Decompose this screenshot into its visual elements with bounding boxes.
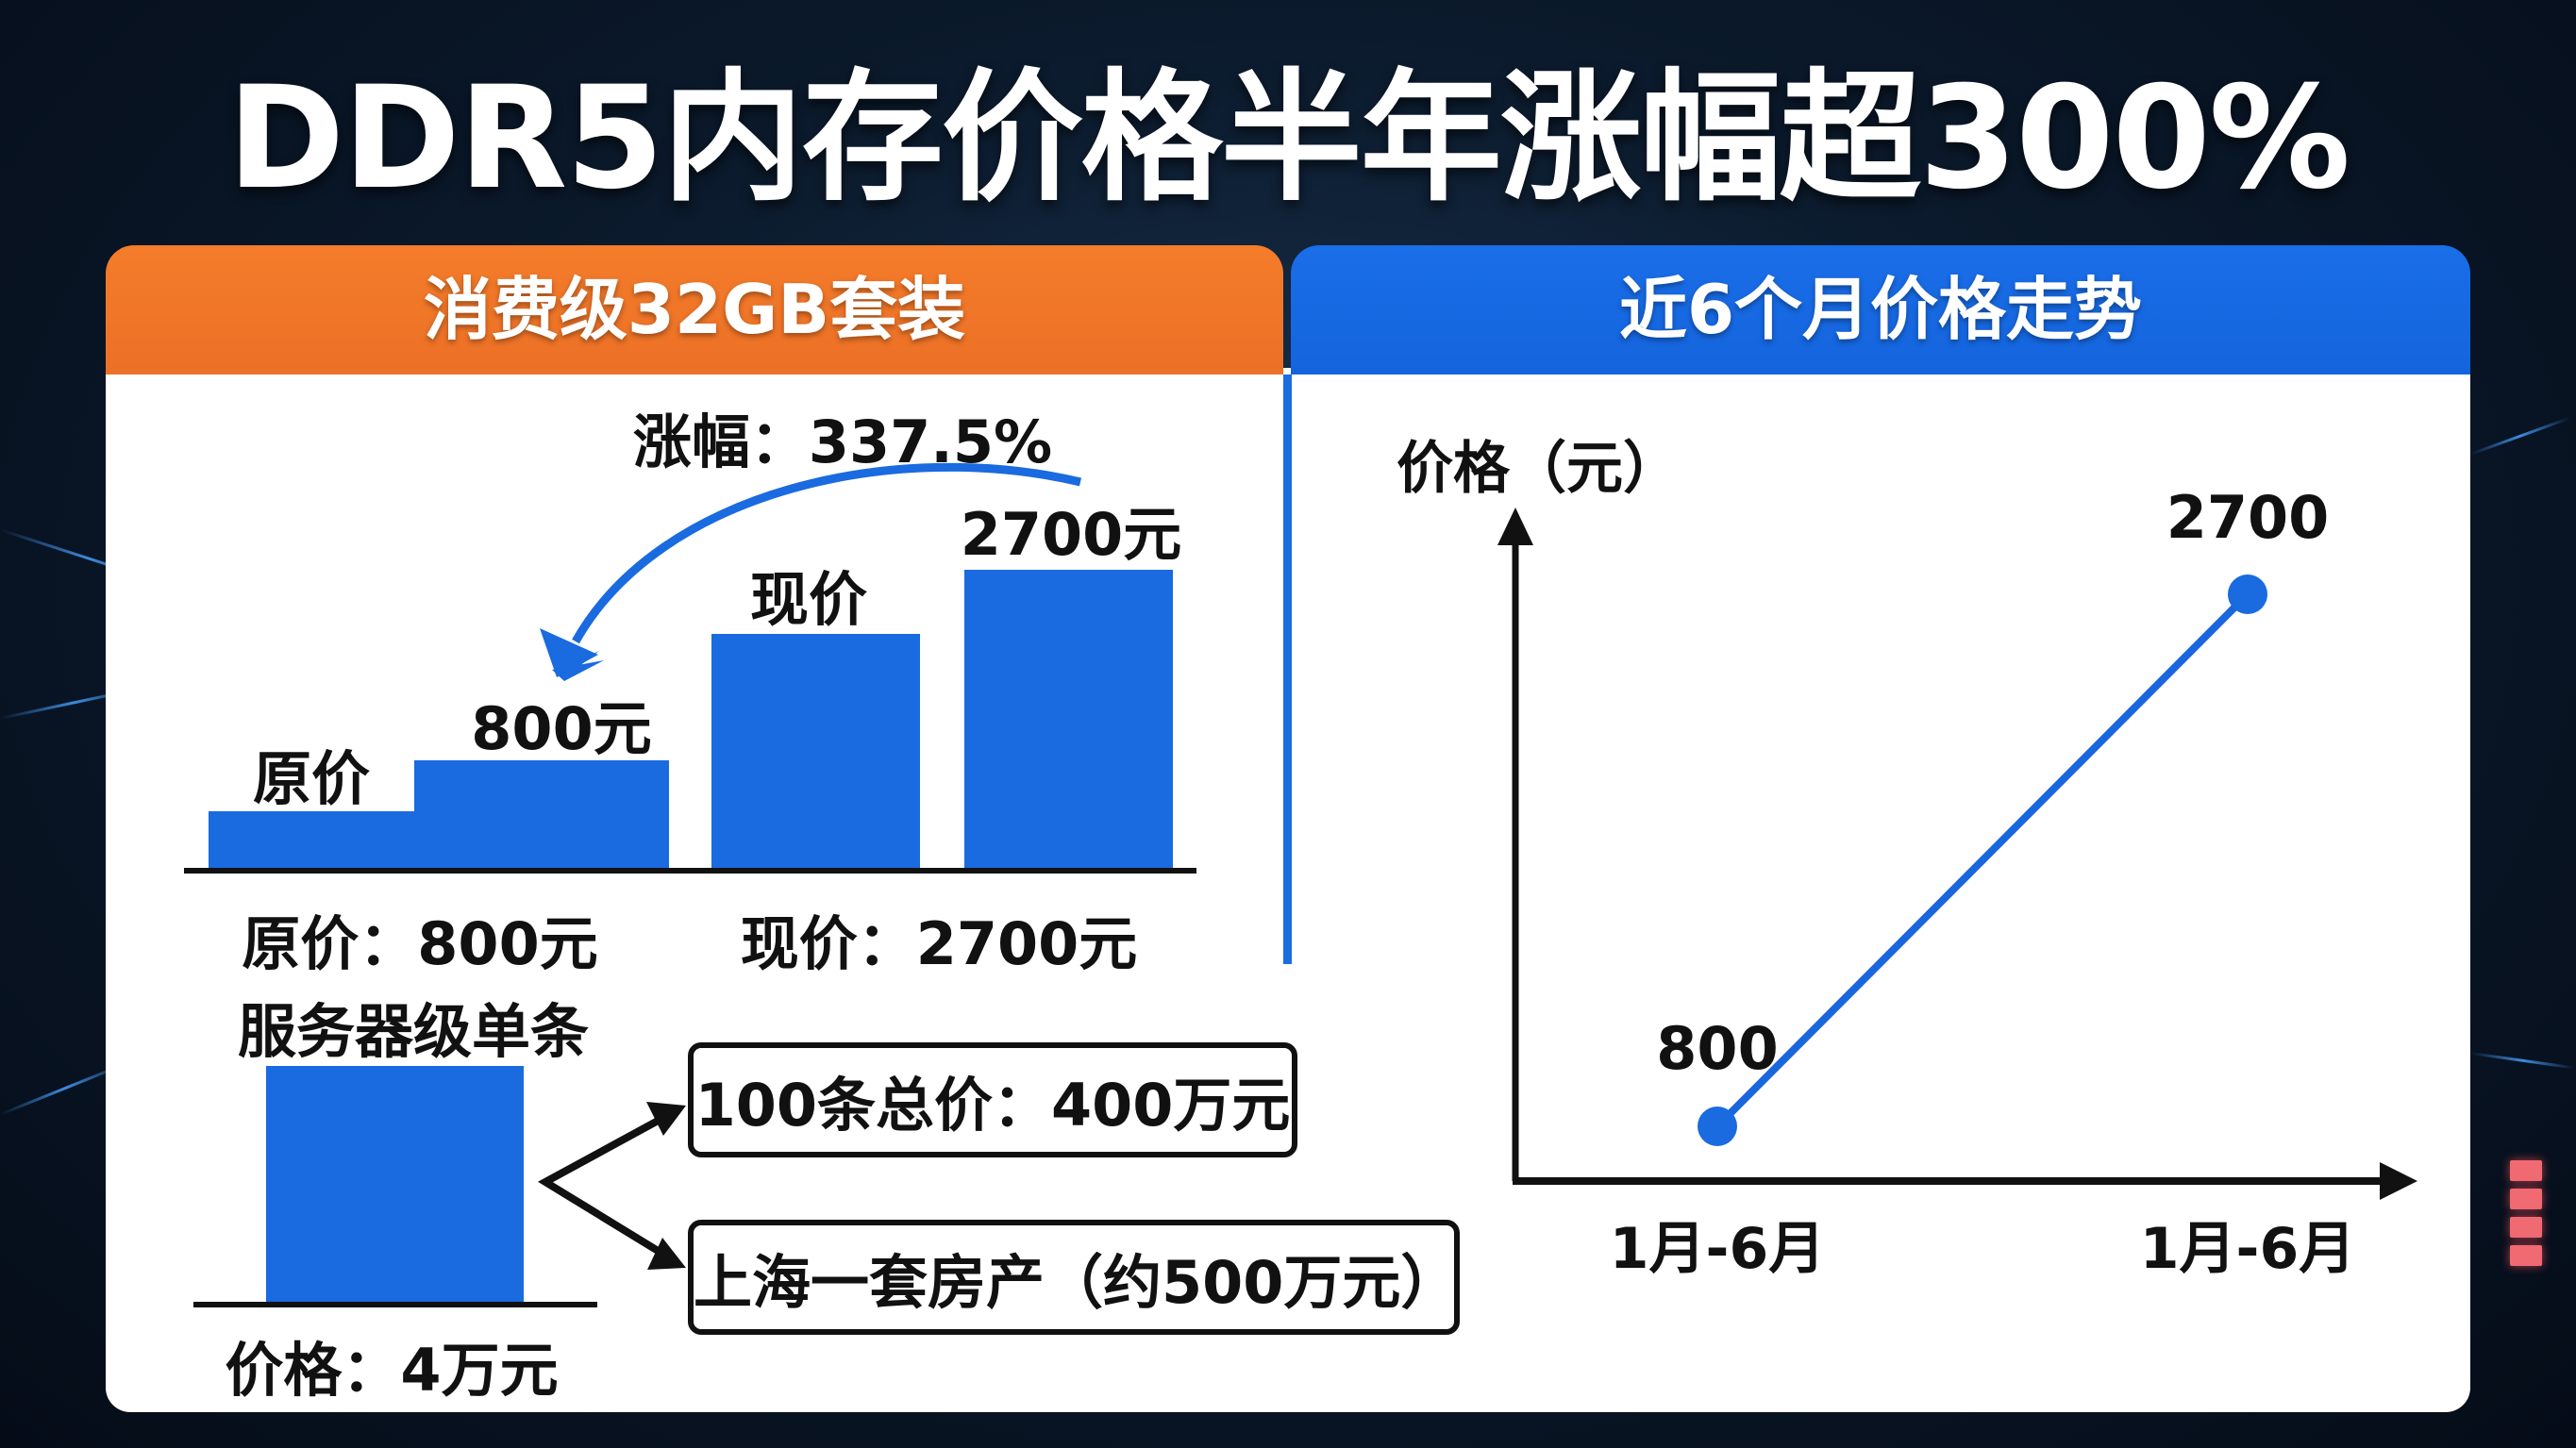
bar-current <box>711 634 920 871</box>
bar-label-current: 现价 <box>749 565 868 634</box>
server-baseline <box>193 1302 597 1307</box>
original-price-label: 原价：800元 <box>242 909 598 978</box>
server-led <box>2510 1245 2542 1266</box>
price-trend-header: 近6个月价格走势 <box>1291 245 2470 374</box>
bar-label-800: 800元 <box>471 694 652 763</box>
data-point-800 <box>1698 1107 1737 1146</box>
x-tick-label-2: 1月-6月 <box>2139 1216 2356 1282</box>
x-tick-label-1: 1月-6月 <box>1609 1216 1826 1282</box>
bar-label-2700: 2700元 <box>960 500 1182 569</box>
bar-2700 <box>964 570 1173 871</box>
server-led <box>2510 1160 2542 1181</box>
bar-800 <box>414 760 669 871</box>
bar-original <box>209 811 415 871</box>
point-label-2700: 2700 <box>2166 483 2330 552</box>
server-led <box>2510 1189 2542 1209</box>
panel-divider <box>1283 374 1292 964</box>
server-led <box>2510 1217 2542 1238</box>
consumer-kit-header: 消费级32GB套装 <box>106 245 1283 374</box>
bar-chart-baseline <box>184 868 1196 874</box>
data-point-2700 <box>2228 574 2267 614</box>
bar-label-original: 原价 <box>252 744 371 813</box>
current-price-label: 现价：2700元 <box>740 909 1138 978</box>
server-price: 价格：4万元 <box>225 1336 559 1405</box>
server-title: 服务器级单条 <box>237 997 590 1066</box>
point-label-800: 800 <box>1656 1014 1779 1083</box>
page-title: DDR5内存价格半年涨幅超300% <box>226 57 2350 221</box>
server-bar <box>266 1066 524 1304</box>
y-axis-label: 价格（元） <box>1397 436 1680 502</box>
comparison-box-shanghai-property: 上海一套房产（约500万元） <box>688 1220 1460 1335</box>
comparison-box-100-sticks: 100条总价：400万元 <box>688 1042 1297 1157</box>
